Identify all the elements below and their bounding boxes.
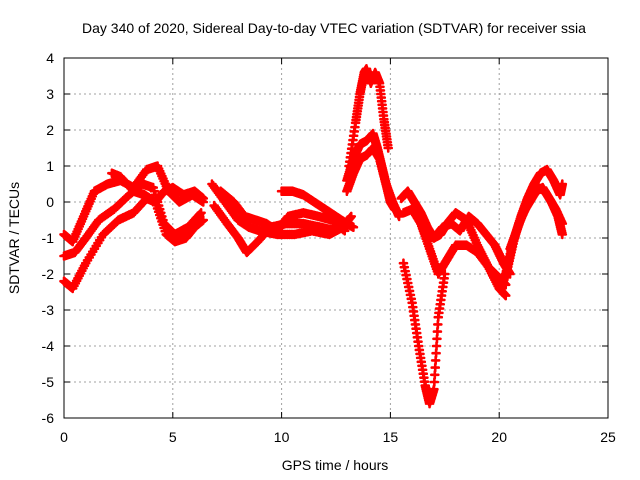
y-tick-label: -2 — [42, 266, 55, 282]
series-track-15 — [411, 208, 515, 279]
y-tick-label: 0 — [46, 194, 54, 210]
x-axis-label: GPS time / hours — [282, 457, 389, 473]
chart-title: Day 340 of 2020, Sidereal Day-to-day VTE… — [82, 20, 586, 36]
series-track-11 — [342, 143, 404, 222]
data-series — [59, 64, 568, 409]
x-tick-label: 0 — [60, 429, 68, 445]
y-tick-label: -3 — [42, 302, 55, 318]
series-track-8 — [276, 186, 359, 232]
y-tick-label: 3 — [46, 86, 54, 102]
y-tick-label: 1 — [46, 158, 54, 174]
y-tick-label: 4 — [46, 50, 54, 66]
y-tick-labels: 4 3 2 1 0 -1 -2 -3 -4 -5 -6 — [42, 50, 55, 426]
series-track-18 — [505, 182, 568, 254]
x-tick-label: 15 — [383, 429, 399, 445]
x-tick-label: 5 — [169, 429, 177, 445]
y-axis-label: SDTVAR / TECUs — [6, 182, 22, 294]
y-tick-label: 2 — [46, 122, 54, 138]
x-tick-labels: 0 5 10 15 20 25 — [60, 429, 616, 445]
x-tick-label: 10 — [274, 429, 290, 445]
x-tick-label: 25 — [600, 429, 616, 445]
series-track-12 — [398, 258, 450, 409]
y-tick-label: -6 — [42, 410, 55, 426]
y-tick-label: -5 — [42, 374, 55, 390]
y-tick-label: -4 — [42, 338, 55, 354]
x-tick-label: 20 — [491, 429, 507, 445]
grid-lines — [63, 57, 609, 419]
series-track-4 — [107, 168, 209, 207]
series-track-7 — [215, 186, 350, 236]
y-tick-label: -1 — [42, 230, 55, 246]
